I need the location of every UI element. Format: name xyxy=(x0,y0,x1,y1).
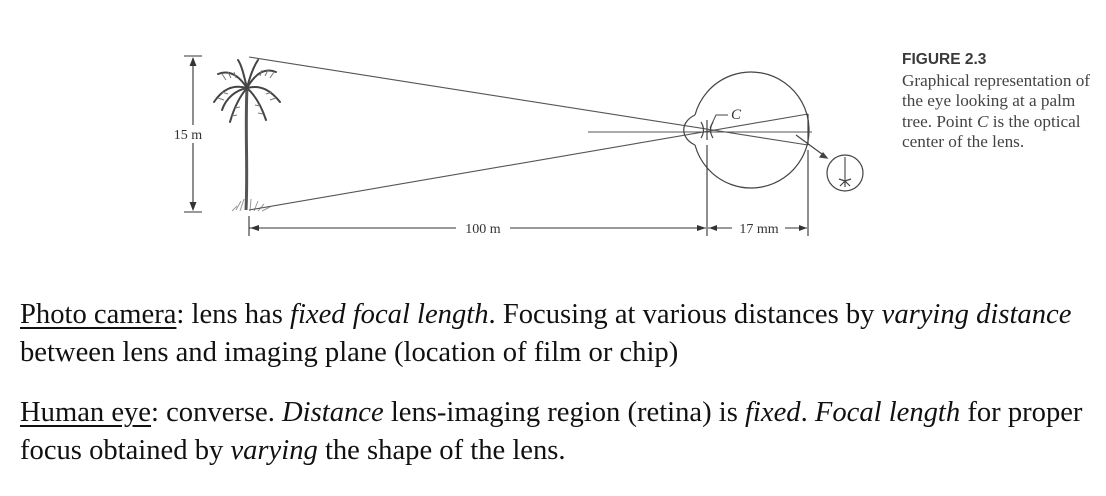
height-label-bg xyxy=(168,125,208,143)
text-run: between lens and imaging plane (location… xyxy=(20,337,679,368)
text-run: for proper focus obtained by xyxy=(20,397,1083,466)
center-label: C xyxy=(731,107,742,123)
text-run: . xyxy=(800,397,815,428)
caption-text-part: is the optical center of the lens. xyxy=(902,111,1081,152)
text-run: . Focusing at various distances by xyxy=(488,299,882,330)
emphasis: fixed focal length xyxy=(290,299,489,330)
emphasis: varying distance xyxy=(881,299,1072,330)
emphasis: varying xyxy=(230,435,318,466)
caption-c: C xyxy=(976,111,989,131)
camera-term: Photo camera xyxy=(20,299,177,330)
text-run: : lens has xyxy=(176,299,290,330)
emphasis: fixed xyxy=(744,397,801,428)
center-pointer xyxy=(709,114,728,129)
figure-caption: FIGURE 2.3 Graphical representation of t… xyxy=(902,50,1102,153)
text-run: : converse. xyxy=(151,397,283,428)
magnified-inverted-tree xyxy=(826,154,864,192)
eye xyxy=(683,71,810,189)
emphasis: Focal length xyxy=(814,397,961,428)
retina-image xyxy=(795,114,829,159)
height-label: 15 m xyxy=(174,128,203,143)
caption-text-part: Graphical representation of the eye look… xyxy=(902,70,1091,131)
distance-label: 100 m xyxy=(465,222,501,237)
text-run: the shape of the lens. xyxy=(317,435,566,466)
caption-text: Graphical representation of the eye look… xyxy=(902,71,1102,153)
eye-term: Human eye xyxy=(20,397,152,428)
emphasis: Distance xyxy=(282,397,384,428)
text-run: lens-imaging region (retina) is xyxy=(383,397,745,428)
eye-distance-label: 17 mm xyxy=(739,222,778,237)
distance-dimension xyxy=(248,145,809,236)
camera-paragraph: Photo camera: lens has fixed focal lengt… xyxy=(20,296,1100,372)
light-rays xyxy=(248,56,812,211)
figure-label: FIGURE 2.3 xyxy=(902,51,987,68)
eye-palm-tree-diagram: 15 m xyxy=(168,55,864,237)
palm-tree xyxy=(213,59,281,212)
eye-paragraph: Human eye: converse. Distance lens-imagi… xyxy=(20,394,1100,470)
